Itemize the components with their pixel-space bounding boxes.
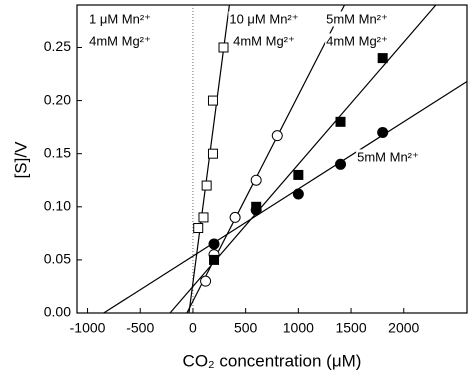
point bbox=[229, 211, 241, 223]
point bbox=[218, 42, 229, 53]
fit-line bbox=[188, 4, 230, 314]
point bbox=[198, 212, 209, 223]
x-tick-label: -500 bbox=[126, 320, 154, 336]
y-tick-label: 0.15 bbox=[44, 144, 71, 160]
x-tick-label: 0 bbox=[189, 320, 197, 336]
plot-frame bbox=[76, 4, 468, 314]
x-tick-label: 1000 bbox=[283, 320, 314, 336]
series-label: 10 μM Mn²⁺ bbox=[229, 11, 298, 26]
point bbox=[208, 238, 220, 250]
series-label: 1 μM Mn²⁺ bbox=[89, 11, 151, 26]
y-tick-label: 0.20 bbox=[44, 91, 71, 107]
label-bg bbox=[232, 33, 296, 49]
point bbox=[207, 95, 218, 106]
label-bg bbox=[325, 11, 389, 27]
point bbox=[200, 275, 212, 287]
point bbox=[250, 174, 262, 186]
point bbox=[377, 126, 389, 138]
series-label: 4mM Mg²⁺ bbox=[89, 33, 151, 48]
series-label: 4mM Mg²⁺ bbox=[326, 33, 388, 48]
point bbox=[250, 204, 262, 216]
point bbox=[292, 188, 304, 200]
label-bg bbox=[356, 149, 420, 165]
y-axis-title: [S]/V bbox=[11, 141, 30, 179]
y-tick-label: 0.25 bbox=[44, 38, 71, 54]
series-label: 5mM Mn²⁺ bbox=[326, 11, 388, 26]
y-tick-label: 0.05 bbox=[44, 251, 71, 267]
x-tick-label: 500 bbox=[234, 320, 258, 336]
fit-line bbox=[103, 80, 468, 314]
series-label: 5mM Mn²⁺ bbox=[357, 149, 419, 164]
label-bg bbox=[228, 11, 300, 27]
point bbox=[335, 158, 347, 170]
point bbox=[271, 130, 283, 142]
y-tick-label: 0.10 bbox=[44, 197, 71, 213]
x-tick-label: 1500 bbox=[335, 320, 366, 336]
point bbox=[201, 180, 212, 191]
point bbox=[209, 254, 220, 265]
point bbox=[193, 223, 204, 234]
y-tick-label: 0.00 bbox=[44, 304, 71, 320]
x-tick-label: -1000 bbox=[70, 320, 106, 336]
point bbox=[377, 53, 388, 64]
point bbox=[335, 116, 346, 127]
label-bg bbox=[325, 33, 389, 49]
point bbox=[207, 148, 218, 159]
x-axis-title: CO₂ concentration (μM) bbox=[183, 351, 362, 370]
label-bg bbox=[88, 33, 152, 49]
label-bg bbox=[87, 11, 153, 27]
x-tick-label: 2000 bbox=[388, 320, 419, 336]
series-label: 4mM Mg²⁺ bbox=[233, 33, 295, 48]
point bbox=[293, 169, 304, 180]
